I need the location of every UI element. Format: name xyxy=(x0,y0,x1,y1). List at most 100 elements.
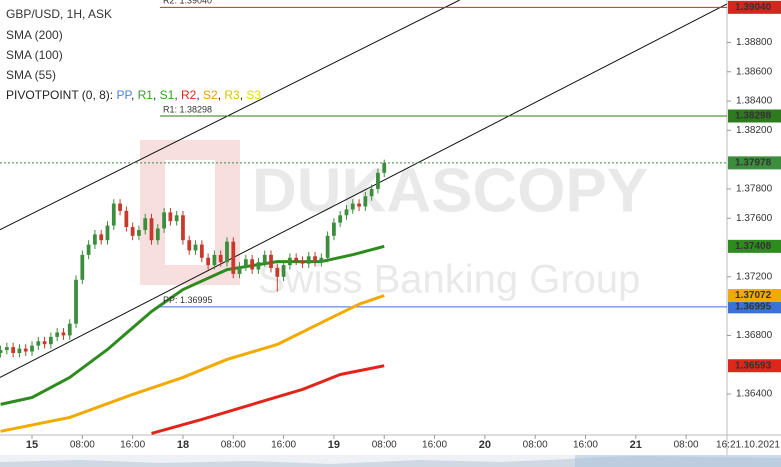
candle-body xyxy=(111,203,116,226)
candle-body xyxy=(99,234,104,241)
x-tick-label: 08:00 xyxy=(674,440,699,451)
candle-body xyxy=(256,262,261,270)
pivot-legend-item: R2 xyxy=(181,88,197,102)
x-tick-label: 18 xyxy=(177,439,189,451)
candle-body xyxy=(55,332,60,337)
candle-body xyxy=(300,260,305,264)
y-tick-label: 1.38200 xyxy=(736,125,773,136)
price-tag xyxy=(728,239,781,253)
candle-body xyxy=(174,215,179,222)
candle-body xyxy=(74,279,78,324)
navigator-window[interactable] xyxy=(575,455,781,467)
pivot-legend-separator: , xyxy=(131,88,138,102)
candle-body xyxy=(149,218,154,241)
candle-body xyxy=(319,257,324,263)
candle-body xyxy=(137,229,141,236)
chart-title: GBP/USD, 1H, ASK xyxy=(6,7,112,21)
candle-body xyxy=(344,209,349,216)
price-tag-label: 1.37978 xyxy=(735,158,772,169)
x-tick-label: 16:00 xyxy=(120,440,145,451)
candle-body xyxy=(382,162,387,173)
candle-body xyxy=(105,225,110,241)
candle-body xyxy=(42,341,47,345)
pivot-legend-separator: , xyxy=(174,88,181,102)
pivot-legend-label: PIVOTPOINT (0, 8): xyxy=(6,88,116,102)
candle-body xyxy=(162,212,166,229)
candle-body xyxy=(357,203,361,207)
x-tick-label: 21 xyxy=(630,439,642,451)
legend-entry: SMA (200) xyxy=(6,28,63,42)
candle-body xyxy=(36,341,41,346)
candle-body xyxy=(143,218,148,230)
pivot-legend-separator: , xyxy=(218,88,225,102)
x-tick-label: 16:00 xyxy=(422,440,447,451)
x-tick-label: 15 xyxy=(26,439,38,451)
candle-body xyxy=(350,203,355,210)
sma-line xyxy=(0,294,385,433)
x-tick-label: 08:00 xyxy=(523,440,548,451)
candle-body xyxy=(206,257,211,266)
price-tag-label: 1.38298 xyxy=(735,111,772,122)
candle-body xyxy=(0,350,3,353)
candle-body xyxy=(61,332,66,336)
candle-body xyxy=(181,215,185,241)
y-tick-label: 1.37200 xyxy=(736,271,773,282)
candle-body xyxy=(187,240,192,251)
candle-body xyxy=(281,265,286,277)
sma-line xyxy=(0,244,385,406)
candle-body xyxy=(93,234,97,245)
y-tick-label: 1.38400 xyxy=(736,96,773,107)
candle-body xyxy=(80,254,85,280)
candle-body xyxy=(325,235,330,258)
pivot-label: R2: 1.39040 xyxy=(163,0,212,6)
pivot-legend: PIVOTPOINT (0, 8): PP, R1, S1, R2, S2, R… xyxy=(6,88,261,102)
y-tick-label: 1.38600 xyxy=(736,66,773,77)
y-tick-label: 1.36800 xyxy=(736,330,773,341)
candle-body xyxy=(231,241,236,274)
date-label: 16:21.10.2021 xyxy=(716,440,780,451)
y-tick-label: 1.37600 xyxy=(736,213,773,224)
x-tick-label: 08:00 xyxy=(372,440,397,451)
candle-body xyxy=(193,244,198,251)
candle-body xyxy=(250,259,255,270)
pivot-legend-separator: , xyxy=(196,88,203,102)
candle-body xyxy=(168,212,173,222)
price-tag-label: 1.36995 xyxy=(735,301,772,312)
candle-body xyxy=(4,347,9,351)
pivot-legend-item: S2 xyxy=(203,88,218,102)
price-tag xyxy=(728,156,781,170)
candle-body xyxy=(369,188,374,197)
pivot-label: PP: 1.36995 xyxy=(163,295,213,305)
candle-body xyxy=(262,254,267,263)
candle-body xyxy=(269,254,273,269)
plot-area xyxy=(0,0,728,435)
watermark-title: DUKASCOPY xyxy=(252,156,648,225)
y-tick-label: 1.37800 xyxy=(736,184,773,195)
price-tag-label: 1.39040 xyxy=(735,2,772,13)
y-tick-label: 1.36400 xyxy=(736,389,773,400)
candle-body xyxy=(118,203,122,211)
sma-line xyxy=(151,364,385,435)
candle-body xyxy=(130,227,135,236)
candle-body xyxy=(332,222,336,236)
candle-body xyxy=(376,172,380,189)
candle-body xyxy=(86,244,91,255)
trendline xyxy=(0,0,460,231)
x-tick-label: 19 xyxy=(328,439,340,451)
pivot-label: R1: 1.38298 xyxy=(163,104,212,114)
candle-body xyxy=(155,228,160,241)
candle-body xyxy=(363,196,368,207)
candle-body xyxy=(243,259,248,267)
candle-body xyxy=(294,257,299,261)
candle-body xyxy=(17,348,22,353)
candle-body xyxy=(212,254,217,266)
candle-body xyxy=(11,347,16,353)
price-tag-label: 1.37072 xyxy=(735,290,772,301)
candle-body xyxy=(218,254,223,263)
candle-body xyxy=(338,215,343,223)
price-tag xyxy=(728,0,781,14)
pivot-legend-item: R1 xyxy=(138,88,154,102)
candle-body xyxy=(30,345,34,352)
legend-entry: SMA (100) xyxy=(6,48,63,62)
